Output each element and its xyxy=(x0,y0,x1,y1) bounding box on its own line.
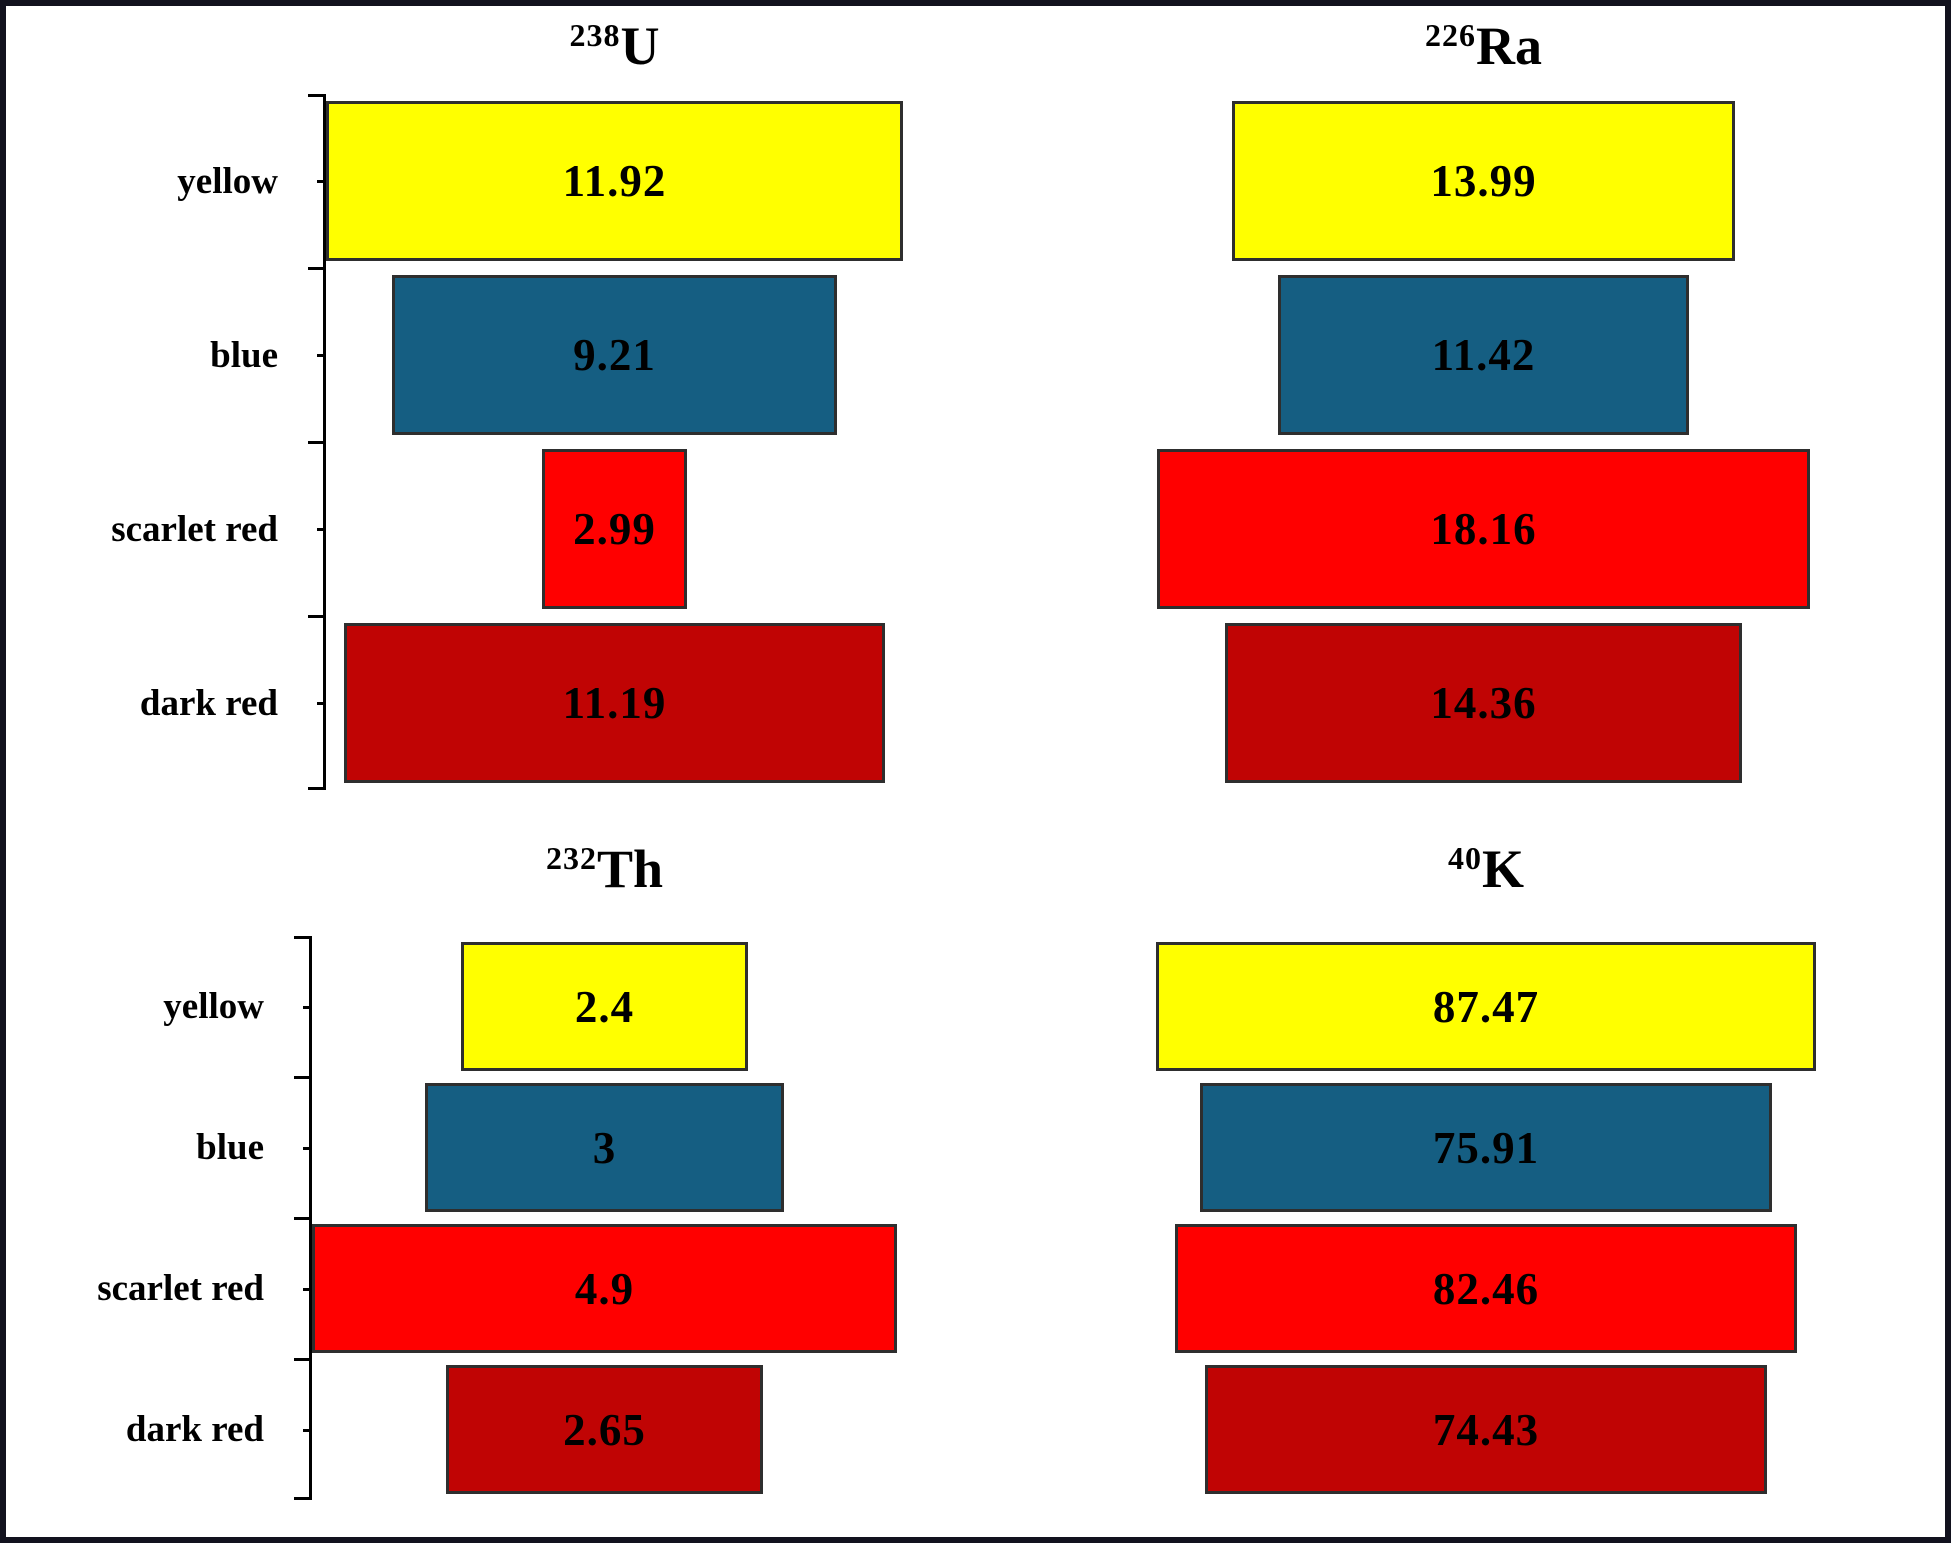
bar-scarlet-red: 18.16 xyxy=(1157,449,1810,609)
bar-slot: 82.46 xyxy=(1156,1218,1816,1359)
bar-slot: 14.36 xyxy=(1157,616,1810,790)
axis-major-tick xyxy=(294,936,312,939)
axis-major-tick xyxy=(308,615,326,618)
bar-scarlet-red: 82.46 xyxy=(1174,1224,1798,1353)
axis-major-tick xyxy=(294,1497,312,1500)
axis-major-tick xyxy=(294,1076,312,1079)
panel-title-k40: 40K xyxy=(1156,837,1816,915)
bar-slot: 9.21 xyxy=(326,268,903,442)
bar-slot: 3 xyxy=(312,1077,897,1218)
axis-major-tick xyxy=(308,94,326,97)
bar-dark-red: 2.65 xyxy=(446,1365,763,1494)
bar-slot: 75.91 xyxy=(1156,1077,1816,1218)
category-labels: yellow blue scarlet red dark red xyxy=(6,94,278,790)
axis-minor-tick xyxy=(317,528,326,531)
panel-ra226: 226Ra 13.99 11.42 18.16 14.36 xyxy=(981,6,1945,801)
bar-value-label: 4.9 xyxy=(574,1263,635,1314)
bar-dark-red: 74.43 xyxy=(1205,1365,1767,1494)
bar-value-label: 82.46 xyxy=(1432,1263,1540,1314)
bar-value-label: 2.65 xyxy=(563,1404,646,1455)
axis-minor-tick xyxy=(303,1005,312,1009)
bar-value-label: 11.92 xyxy=(562,156,667,206)
bar-slot: 13.99 xyxy=(1157,94,1810,268)
bar-blue: 3 xyxy=(425,1083,784,1212)
category-label-dark-red: dark red xyxy=(125,1409,264,1450)
bar-value-label: 2.99 xyxy=(573,504,656,554)
category-label-yellow: yellow xyxy=(177,160,278,202)
element-symbol: Ra xyxy=(1476,16,1542,76)
panel-title-u238: 238U xyxy=(326,14,903,92)
category-label-scarlet-red: scarlet red xyxy=(97,1268,264,1309)
bar-value-label: 3 xyxy=(592,1122,617,1173)
bar-value-label: 18.16 xyxy=(1430,504,1537,554)
element-symbol: U xyxy=(620,16,660,76)
bar-yellow: 87.47 xyxy=(1156,942,1816,1071)
bar-value-label: 11.19 xyxy=(562,678,667,728)
axis-minor-tick xyxy=(303,1428,312,1432)
bar-value-label: 9.21 xyxy=(573,330,656,380)
axis-major-tick xyxy=(308,267,326,270)
bar-scarlet-red: 2.99 xyxy=(542,449,687,609)
panel-u238: 238U yellow blue scarlet red dark red 11… xyxy=(6,6,981,801)
category-labels: yellow blue scarlet red dark red xyxy=(6,936,264,1500)
bar-slot: 11.42 xyxy=(1157,268,1810,442)
bars-area: 11.92 9.21 2.99 11.19 xyxy=(326,94,903,790)
bar-value-label: 87.47 xyxy=(1432,981,1540,1032)
y-axis xyxy=(294,936,312,1500)
category-label-dark-red: dark red xyxy=(139,682,278,724)
category-label-blue: blue xyxy=(196,1127,264,1168)
bar-slot: 11.19 xyxy=(326,616,903,790)
bar-slot: 87.47 xyxy=(1156,936,1816,1077)
y-axis xyxy=(308,94,326,790)
bar-value-label: 13.99 xyxy=(1430,156,1537,206)
bars-area: 87.47 75.91 82.46 74.43 xyxy=(1156,936,1816,1500)
bar-yellow: 2.4 xyxy=(461,942,748,1071)
isotope-mass-number: 232 xyxy=(545,840,597,876)
panel-th232: 232Th yellow blue scarlet red dark red 2… xyxy=(6,801,981,1537)
axis-major-tick xyxy=(308,441,326,444)
bar-dark-red: 14.36 xyxy=(1225,623,1742,783)
bars-area: 13.99 11.42 18.16 14.36 xyxy=(1157,94,1810,790)
bar-blue: 11.42 xyxy=(1278,275,1689,435)
category-label-blue: blue xyxy=(210,334,278,376)
bar-slot: 74.43 xyxy=(1156,1359,1816,1500)
axis-minor-tick xyxy=(317,180,326,183)
bar-value-label: 2.4 xyxy=(574,981,635,1032)
bar-blue: 75.91 xyxy=(1199,1083,1773,1212)
panel-k40: 40K 87.47 75.91 82.46 74.43 xyxy=(981,801,1945,1537)
isotope-mass-number: 40 xyxy=(1447,840,1482,876)
element-symbol: Th xyxy=(596,839,664,899)
bar-value-label: 75.91 xyxy=(1432,1122,1540,1173)
bar-slot: 2.99 xyxy=(326,442,903,616)
bar-yellow: 13.99 xyxy=(1231,101,1736,261)
bar-scarlet-red: 4.9 xyxy=(312,1224,897,1353)
bar-blue: 9.21 xyxy=(391,275,838,435)
bar-yellow: 11.92 xyxy=(326,101,903,261)
bar-slot: 4.9 xyxy=(312,1218,897,1359)
axis-major-tick xyxy=(308,787,326,790)
panel-title-th232: 232Th xyxy=(312,837,897,915)
category-label-scarlet-red: scarlet red xyxy=(111,508,278,550)
axis-minor-tick xyxy=(303,1146,312,1150)
axis-minor-tick xyxy=(317,354,326,357)
bar-dark-red: 11.19 xyxy=(343,623,886,783)
bar-value-label: 74.43 xyxy=(1432,1404,1540,1455)
bars-area: 2.4 3 4.9 2.65 xyxy=(312,936,897,1500)
category-label-yellow: yellow xyxy=(163,986,264,1027)
axis-minor-tick xyxy=(303,1287,312,1291)
axis-major-tick xyxy=(294,1358,312,1361)
bar-value-label: 11.42 xyxy=(1431,330,1536,380)
axis-minor-tick xyxy=(317,702,326,705)
isotope-mass-number: 238 xyxy=(569,17,621,53)
bar-slot: 11.92 xyxy=(326,94,903,268)
bar-slot: 2.4 xyxy=(312,936,897,1077)
panel-title-ra226: 226Ra xyxy=(1157,14,1810,92)
bar-slot: 18.16 xyxy=(1157,442,1810,616)
bar-value-label: 14.36 xyxy=(1430,678,1537,728)
element-symbol: K xyxy=(1481,839,1524,899)
isotope-mass-number: 226 xyxy=(1425,17,1476,53)
axis-major-tick xyxy=(294,1217,312,1220)
bar-slot: 2.65 xyxy=(312,1359,897,1500)
